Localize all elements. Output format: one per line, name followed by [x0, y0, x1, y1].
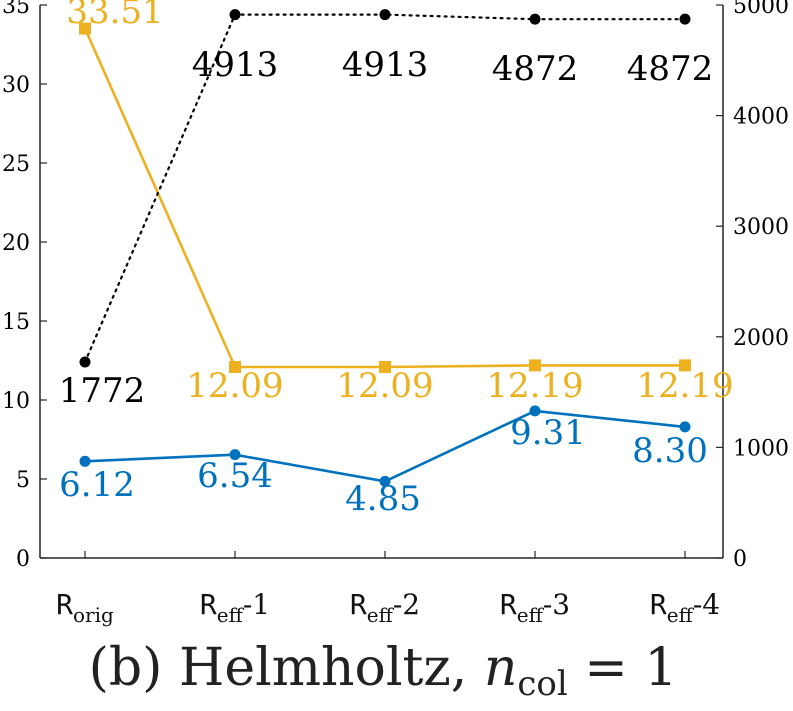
data-label-blue: 6.12 [59, 465, 135, 505]
data-label-orange: 33.51 [66, 0, 163, 32]
x-tick-base: R [56, 588, 73, 621]
left-tick-label: 15 [2, 310, 30, 335]
x-tick-subscript: eff [217, 603, 245, 627]
series-line-black [83, 13, 687, 364]
data-label-black: 1772 [59, 371, 146, 411]
series-marker-orange [679, 359, 691, 372]
x-tick-subscript: eff [667, 603, 695, 627]
x-tick-base: R [650, 588, 667, 621]
x-tick-subscript: eff [367, 603, 395, 627]
caption-suffix: = 1 [568, 638, 678, 698]
series-marker-blue [379, 475, 391, 487]
series-marker-orange [229, 360, 241, 373]
right-tick-label: 0 [733, 547, 747, 572]
x-tick-label: Reff-1 [200, 588, 270, 627]
series-marker-orange [529, 359, 541, 372]
left-tick-label: 10 [2, 389, 30, 414]
right-tick-label: 3000 [733, 215, 789, 240]
series-line-blue [84, 409, 686, 483]
data-label-blue: 9.31 [510, 413, 586, 453]
x-tick-label: Reff-2 [350, 588, 420, 627]
left-tick-label: 5 [16, 468, 30, 493]
right-tick-label: 2000 [733, 326, 789, 351]
data-label-blue: 8.30 [632, 431, 708, 471]
x-tick-base: R [500, 588, 517, 621]
x-tick-suffix: -3 [543, 588, 570, 621]
right-tick-label: 4000 [733, 105, 789, 130]
data-label-orange: 12.09 [186, 366, 283, 406]
x-tick-label: Reff-4 [650, 588, 720, 627]
caption-subscript: col [517, 664, 567, 704]
data-label-black: 4872 [627, 49, 714, 89]
data-label-orange: 12.19 [486, 366, 583, 406]
left-tick-label: 25 [2, 152, 30, 177]
x-tick-subscript: orig [73, 603, 114, 627]
series-marker-black [529, 13, 541, 25]
data-label-orange: 12.09 [336, 366, 433, 406]
x-tick-label: Rorig [56, 588, 114, 627]
figure-caption: (b) Helmholtz, ncol = 1 [89, 638, 678, 704]
left-tick-label: 0 [16, 547, 30, 572]
data-label-black: 4872 [492, 49, 579, 89]
data-label-blue: 4.85 [345, 479, 421, 519]
series-marker-black [379, 9, 391, 21]
x-tick-suffix: -1 [243, 588, 270, 621]
data-label-black: 4913 [342, 45, 429, 85]
series-marker-black [679, 13, 691, 25]
left-tick-label: 20 [2, 231, 30, 256]
series-marker-orange [379, 360, 391, 373]
right-tick-label: 1000 [733, 436, 789, 461]
caption-prefix: (b) Helmholtz, [89, 638, 484, 698]
data-labels: 33.51 12.09 12.09 12.19 12.19 6.12 6.54 4.85 9.3… [59, 0, 734, 519]
x-tick-label: Reff-3 [500, 588, 570, 627]
series-marker-blue [229, 449, 241, 461]
caption-variable: n [484, 638, 518, 698]
series-marker-orange [79, 22, 91, 35]
series-marker-blue [679, 421, 691, 433]
x-tick-subscript: eff [517, 603, 545, 627]
data-label-black: 4913 [192, 45, 279, 85]
right-tick-label: 5000 [733, 0, 789, 19]
series-marker-black [229, 9, 241, 21]
series-layer [79, 9, 691, 487]
series-marker-blue [79, 455, 91, 467]
data-label-blue: 6.54 [197, 456, 273, 496]
series-marker-blue [529, 405, 541, 417]
x-tick-base: R [350, 588, 367, 621]
x-tick-base: R [200, 588, 217, 621]
left-tick-label: 30 [2, 73, 30, 98]
data-label-orange: 12.19 [636, 366, 733, 406]
axes: 0 5 10 15 20 25 30 35 0 1000 2000 3000 4000 5000 Rorig… [2, 0, 789, 627]
x-tick-suffix: -4 [693, 588, 720, 621]
series-marker-black [79, 356, 91, 368]
x-tick-suffix: -2 [393, 588, 420, 621]
left-tick-label: 35 [2, 0, 30, 19]
